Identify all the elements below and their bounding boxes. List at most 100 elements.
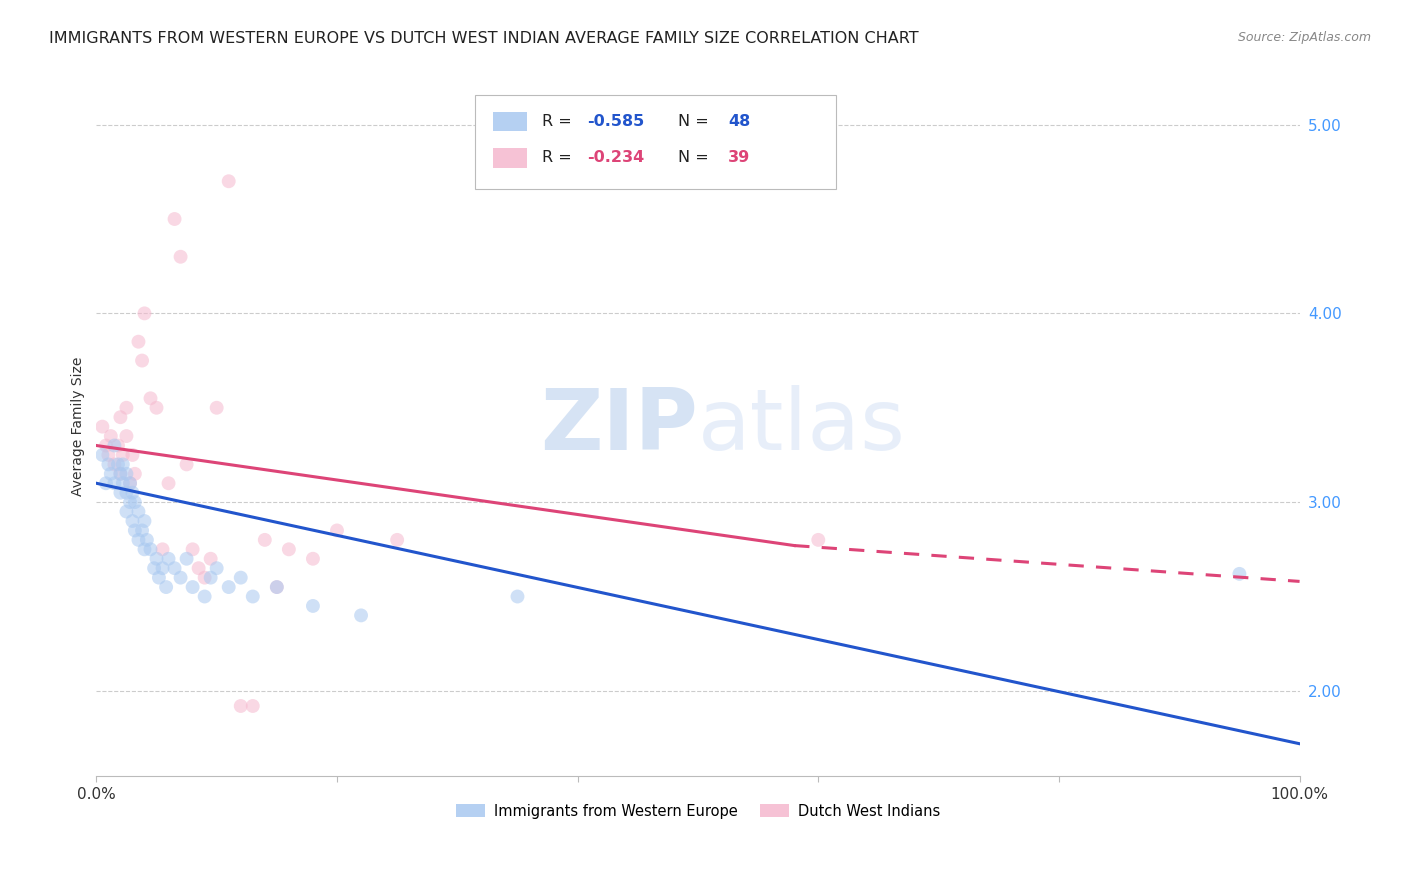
- Point: [134, 306, 156, 320]
- Point: [131, 524, 153, 538]
- Point: [127, 533, 149, 547]
- Point: [143, 561, 166, 575]
- Text: IMMIGRANTS FROM WESTERN EUROPE VS DUTCH WEST INDIAN AVERAGE FAMILY SIZE CORRELAT: IMMIGRANTS FROM WESTERN EUROPE VS DUTCH …: [49, 31, 920, 46]
- Point: [385, 533, 408, 547]
- Point: [110, 467, 132, 481]
- Point: [157, 551, 180, 566]
- Point: [94, 476, 117, 491]
- Point: [205, 401, 228, 415]
- Point: [302, 551, 325, 566]
- Point: [266, 580, 288, 594]
- Point: [326, 524, 349, 538]
- Point: [253, 533, 276, 547]
- Point: [118, 476, 141, 491]
- Point: [266, 580, 288, 594]
- FancyBboxPatch shape: [494, 112, 527, 131]
- Point: [94, 438, 117, 452]
- Text: 39: 39: [728, 150, 751, 165]
- Point: [229, 698, 252, 713]
- Point: [163, 212, 186, 227]
- Point: [111, 476, 134, 491]
- Point: [350, 608, 373, 623]
- Point: [218, 580, 240, 594]
- Point: [139, 392, 162, 406]
- Point: [115, 467, 138, 481]
- Point: [187, 561, 209, 575]
- Point: [148, 571, 170, 585]
- Point: [157, 476, 180, 491]
- Point: [118, 495, 141, 509]
- Point: [91, 419, 114, 434]
- Point: [115, 429, 138, 443]
- Point: [181, 542, 204, 557]
- Point: [145, 401, 167, 415]
- Point: [152, 561, 174, 575]
- Point: [111, 458, 134, 472]
- Text: ZIP: ZIP: [540, 385, 697, 468]
- Point: [97, 448, 120, 462]
- Point: [242, 698, 264, 713]
- Point: [103, 458, 125, 472]
- Point: [229, 571, 252, 585]
- Text: -0.585: -0.585: [588, 114, 644, 129]
- Point: [194, 590, 217, 604]
- Point: [169, 571, 191, 585]
- Y-axis label: Average Family Size: Average Family Size: [72, 357, 86, 496]
- Point: [111, 448, 134, 462]
- Point: [124, 467, 146, 481]
- Text: N =: N =: [678, 114, 713, 129]
- Point: [194, 571, 217, 585]
- Point: [134, 514, 156, 528]
- Point: [218, 174, 240, 188]
- Point: [110, 467, 132, 481]
- Point: [110, 410, 132, 425]
- Text: R =: R =: [541, 114, 576, 129]
- Legend: Immigrants from Western Europe, Dutch West Indians: Immigrants from Western Europe, Dutch We…: [450, 797, 946, 824]
- Point: [242, 590, 264, 604]
- Point: [169, 250, 191, 264]
- Point: [807, 533, 830, 547]
- Point: [1229, 566, 1251, 581]
- Point: [127, 505, 149, 519]
- Point: [163, 561, 186, 575]
- Point: [107, 458, 129, 472]
- Point: [155, 580, 177, 594]
- Point: [181, 580, 204, 594]
- Point: [176, 551, 198, 566]
- Point: [200, 571, 222, 585]
- Point: [139, 542, 162, 557]
- Point: [121, 514, 143, 528]
- Point: [107, 438, 129, 452]
- Point: [103, 476, 125, 491]
- Point: [152, 542, 174, 557]
- Point: [100, 467, 122, 481]
- Point: [145, 551, 167, 566]
- Point: [200, 551, 222, 566]
- Point: [124, 524, 146, 538]
- Point: [115, 485, 138, 500]
- Point: [91, 448, 114, 462]
- Text: -0.234: -0.234: [588, 150, 644, 165]
- Point: [205, 561, 228, 575]
- Text: R =: R =: [541, 150, 576, 165]
- Point: [100, 429, 122, 443]
- Point: [97, 458, 120, 472]
- Point: [302, 599, 325, 613]
- Point: [131, 353, 153, 368]
- Point: [124, 495, 146, 509]
- Text: N =: N =: [678, 150, 713, 165]
- Point: [121, 485, 143, 500]
- Text: atlas: atlas: [697, 385, 905, 468]
- FancyBboxPatch shape: [475, 95, 837, 189]
- Point: [176, 458, 198, 472]
- Point: [127, 334, 149, 349]
- Point: [115, 401, 138, 415]
- Point: [506, 590, 529, 604]
- Text: Source: ZipAtlas.com: Source: ZipAtlas.com: [1237, 31, 1371, 45]
- Point: [118, 476, 141, 491]
- Point: [103, 438, 125, 452]
- Point: [277, 542, 299, 557]
- Point: [134, 542, 156, 557]
- Text: 48: 48: [728, 114, 751, 129]
- Point: [110, 485, 132, 500]
